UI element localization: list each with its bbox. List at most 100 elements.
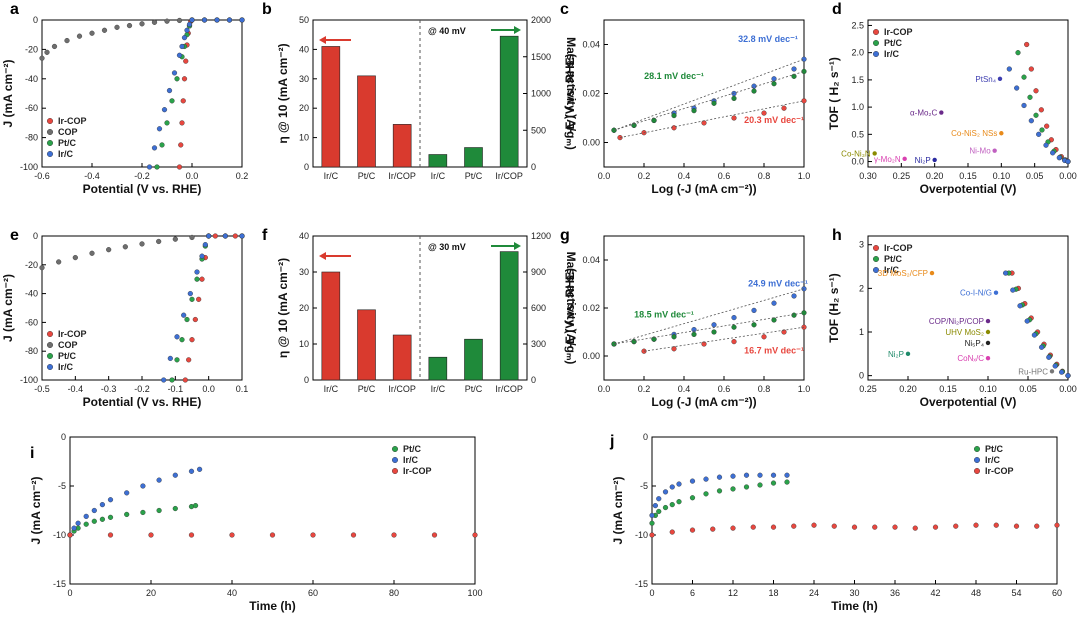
data-point <box>171 70 178 76</box>
data-point <box>181 312 187 318</box>
data-point <box>711 100 717 106</box>
panel-e: e -0.5 -0.4 -0.3 -0.2 -0.1 0.0 0.1 0 -20 -40 -60 -80… <box>1 227 248 409</box>
y2-tick-label: 0 <box>531 162 536 172</box>
data-point <box>731 315 737 321</box>
data-point <box>1044 123 1050 129</box>
panel-letter-a: a <box>10 1 19 18</box>
right-arrow-head <box>514 242 521 250</box>
data-point <box>139 21 145 27</box>
x-tick-label: 54 <box>1011 588 1021 598</box>
x-tick-label: -0.2 <box>134 384 150 394</box>
data-point <box>1046 354 1052 360</box>
reference-label: Ni₂P <box>915 156 931 165</box>
x-tick-label: 0.1 <box>236 384 249 394</box>
series-2 <box>649 522 1060 538</box>
data-point <box>1024 41 1030 48</box>
legend-label-2: Ir-COP <box>985 466 1014 476</box>
data-point <box>151 145 158 151</box>
panel-letter-d: d <box>832 1 842 18</box>
reference-point <box>985 318 991 324</box>
data-point <box>89 30 95 36</box>
bar-mass-activity <box>464 147 483 168</box>
data-point <box>391 532 397 538</box>
panel-j: j 0 6 12 18 24 30 36 42 48 54 60 0 -5 -10 -15 Time (h) J … <box>609 432 1062 613</box>
data-point <box>178 142 184 148</box>
legend-label-0: Ir-COP <box>58 329 87 339</box>
x-tick-label: 0.0 <box>202 384 215 394</box>
series-0 <box>649 479 790 526</box>
legend-label-0: Ir-COP <box>884 27 913 37</box>
category-label: Ir/C <box>324 171 339 181</box>
x-tick-label: 0.10 <box>979 384 997 394</box>
panel-letter-c: c <box>560 1 569 18</box>
x-tick-label: -0.5 <box>34 384 50 394</box>
x-axis-label: Time (h) <box>831 599 877 613</box>
legend-marker-2 <box>392 468 399 475</box>
data-point <box>649 512 655 519</box>
legend-label-3: Ir/C <box>58 362 74 372</box>
data-point <box>791 312 797 318</box>
y2-axis-label: Mass activity (A/gₘ) <box>564 37 578 150</box>
y-tick-label: 40 <box>299 231 309 241</box>
category-label: Pt/C <box>465 171 483 181</box>
data-point <box>72 255 78 261</box>
data-point <box>181 35 188 41</box>
x-tick-label: 0.2 <box>638 171 651 181</box>
panel-letter-g: g <box>560 227 570 244</box>
y-axis-label: η @ 10 (mA cm⁻²) <box>276 258 290 358</box>
data-point <box>1033 112 1039 118</box>
legend-marker-1 <box>873 40 880 47</box>
legend-marker-2 <box>873 51 880 58</box>
data-point <box>993 522 999 528</box>
data-point <box>431 532 438 538</box>
data-point <box>689 527 696 533</box>
category-label: Ir/C <box>431 384 446 394</box>
bar-mass-activity <box>499 35 519 168</box>
x-tick-label: 0.2 <box>236 171 249 181</box>
y-tick-label: 40 <box>299 44 309 54</box>
y-tick-label: 0 <box>61 432 66 442</box>
data-point <box>124 511 130 518</box>
data-point <box>691 108 697 114</box>
legend-label-2: Ir/C <box>884 49 900 59</box>
legend-marker-3 <box>47 364 54 371</box>
data-point <box>669 484 675 490</box>
data-point <box>912 525 918 531</box>
data-point <box>156 238 162 245</box>
data-point <box>784 479 790 485</box>
series-3 <box>146 17 245 170</box>
series-1 <box>67 466 203 538</box>
y2-tick-label: 600 <box>531 303 546 313</box>
reference-label: γ-Mo₂N <box>874 155 901 164</box>
x-axis-label: Overpotential (V) <box>920 395 1017 409</box>
data-point <box>184 316 190 323</box>
data-point <box>1027 94 1033 100</box>
legend-label-2: Ir-COP <box>403 466 432 476</box>
x-tick-label: 0.05 <box>1026 171 1044 181</box>
reference-point <box>939 110 944 115</box>
x-tick-label: 60 <box>1052 588 1062 598</box>
x-tick-label: 0.0 <box>598 171 611 181</box>
slope-label-1: 18.5 mV dec⁻¹ <box>634 310 694 320</box>
data-point <box>189 296 195 302</box>
x-tick-label: 0.0 <box>186 171 199 181</box>
series-2 <box>641 324 807 354</box>
x-tick-label: 0.6 <box>718 384 731 394</box>
x-tick-label: 0 <box>67 588 72 598</box>
data-point <box>196 296 202 302</box>
y-axis-label: J (mA cm⁻²) <box>1 60 15 128</box>
y2-axis-label: Mass activity (A/gₘ) <box>564 252 578 365</box>
reference-point <box>985 329 991 335</box>
data-point <box>222 233 228 239</box>
legend-label-2: Ir/C <box>884 265 900 275</box>
bar-overpotential <box>392 334 412 381</box>
reference-point <box>999 131 1004 136</box>
data-point <box>202 242 208 248</box>
x-tick-label: 0.00 <box>1059 171 1077 181</box>
data-point <box>1013 523 1020 529</box>
data-point <box>232 233 238 239</box>
x-tick-label: 6 <box>690 588 695 598</box>
y-tick-label: -10 <box>53 530 66 540</box>
data-point <box>892 524 898 530</box>
legend-marker-1 <box>873 256 880 263</box>
